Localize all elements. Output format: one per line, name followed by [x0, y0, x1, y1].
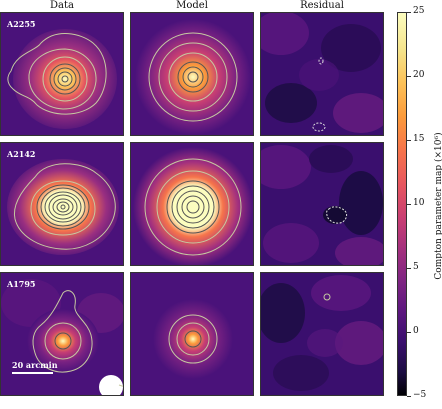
colorbar — [397, 12, 407, 396]
cluster-label-a1795: A1795 — [7, 279, 36, 289]
colorbar-tick — [407, 75, 411, 77]
scale-bar-label: 20 arcmin — [12, 360, 58, 370]
map-a2142-residual — [261, 143, 383, 265]
panel-a2142-model — [130, 142, 254, 266]
colorbar-tick-label: 5 — [413, 262, 419, 272]
colorbar-tick-label: 20 — [413, 70, 425, 80]
colorbar-tick-label: 15 — [413, 134, 425, 144]
cluster-label-a2142: A2142 — [7, 149, 36, 159]
panel-a2255-residual — [260, 12, 384, 136]
panel-a1795-data: A1795 — [0, 272, 124, 396]
colorbar-tick — [407, 11, 411, 13]
map-a2255-residual — [261, 13, 383, 135]
colorbar-tick — [407, 139, 411, 141]
map-a2142-data — [1, 143, 123, 265]
colorbar-tick-label: 0 — [413, 326, 419, 336]
panel-a2142-data: A2142 — [0, 142, 124, 266]
colorbar-tick-label: −5 — [413, 390, 427, 400]
panel-a1795-model — [130, 272, 254, 396]
colorbar-tick-label: 10 — [413, 198, 425, 208]
map-a1795-data — [1, 273, 123, 395]
column-title-data: Data — [50, 0, 74, 11]
map-a1795-residual — [261, 273, 383, 395]
column-title-model: Model — [176, 0, 208, 11]
colorbar-tick — [407, 267, 411, 269]
panel-a2255-data: A2255 — [0, 12, 124, 136]
colorbar-label: Compton parameter map (×10⁶) — [434, 132, 442, 280]
panel-a2142-residual — [260, 142, 384, 266]
map-a2255-model — [131, 13, 253, 135]
panel-a2255-model — [130, 12, 254, 136]
map-a2255-data — [1, 13, 123, 135]
cluster-label-a2255: A2255 — [7, 19, 36, 29]
colorbar-tick-label: 25 — [413, 6, 425, 16]
colorbar-tick — [407, 203, 411, 205]
column-title-residual: Residual — [300, 0, 344, 11]
map-a2142-model — [131, 143, 253, 265]
scale-bar — [12, 372, 53, 374]
colorbar-tick — [407, 395, 411, 397]
panel-a1795-residual — [260, 272, 384, 396]
map-a1795-model — [131, 273, 253, 395]
colorbar-tick — [407, 331, 411, 333]
